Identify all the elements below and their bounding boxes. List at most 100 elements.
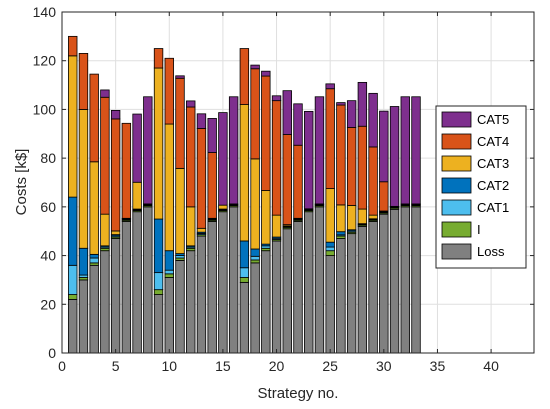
bar-segment-cat5	[336, 102, 346, 106]
legend-label: CAT5	[477, 112, 509, 127]
bar-segment-cat5	[186, 100, 196, 108]
bar-segment-cat3	[132, 181, 142, 210]
bar-segment-i	[68, 294, 78, 300]
bar-segment-cat3	[78, 109, 89, 249]
bar-segment-cat5	[293, 103, 303, 146]
bar-segment-cat5	[389, 106, 400, 207]
bar-segment-cat3	[325, 188, 335, 243]
bar-segment-cat5	[207, 118, 217, 153]
legend-swatch	[441, 177, 472, 194]
bar-segment-loss	[314, 206, 325, 354]
bar-segment-cat5	[304, 110, 314, 210]
bar-segment-cat2	[89, 253, 99, 259]
y-tick-label: 120	[33, 53, 57, 69]
bar-segment-cat3	[336, 204, 346, 233]
legend: CAT5 CAT4 CAT3 CAT2 CAT1 I Loss	[435, 105, 527, 269]
bar-segment-cat1	[250, 255, 260, 261]
bar-segment-cat4	[325, 88, 335, 189]
bar-segment-loss	[100, 250, 110, 354]
bar-segment-cat5	[357, 81, 368, 127]
legend-label: CAT3	[477, 156, 509, 171]
bar-segment-loss	[325, 255, 335, 354]
bar-segment-loss	[389, 208, 400, 354]
bar-segment-loss	[89, 264, 99, 354]
bar-segment-cat4	[196, 128, 207, 229]
bar-segment-loss	[186, 250, 196, 354]
bar-segment-i	[325, 250, 335, 256]
bar-segment-cat3	[271, 214, 282, 238]
bar-segment-loss	[218, 211, 228, 354]
bar-segment-cat2	[68, 196, 78, 266]
bar-segment-cat3	[164, 123, 174, 252]
bar-segment-cat1	[153, 272, 164, 291]
bar-segment-i	[239, 277, 250, 283]
bar-segment-cat3	[196, 227, 207, 233]
bar-segment-cat2	[250, 248, 260, 257]
bar-segment-cat4	[78, 53, 89, 110]
bar-segment-cat3	[239, 104, 250, 242]
bar-segment-cat5	[250, 64, 260, 70]
bar-segment-loss	[411, 206, 421, 354]
bar-segment-cat4	[346, 127, 357, 206]
bar-segment-cat1	[68, 264, 78, 295]
bar-segment-cat4	[89, 73, 99, 163]
legend-swatch	[441, 133, 472, 150]
bar-segment-cat4	[368, 146, 378, 216]
bar-segment-cat1	[164, 269, 174, 275]
bar-segment-cat5	[282, 90, 292, 135]
bar-segment-cat4	[336, 104, 346, 206]
y-tick-label: 20	[40, 296, 56, 312]
bar-segment-cat5	[100, 89, 110, 98]
bar-segment-cat5	[379, 110, 389, 183]
bar-segment-cat5	[175, 75, 185, 79]
bar-segment-loss	[304, 211, 314, 354]
x-tick-label: 10	[161, 358, 177, 374]
x-tick-label: 40	[483, 358, 499, 374]
bar-segment-cat5	[218, 112, 228, 206]
legend-swatch	[441, 111, 472, 128]
bar-segment-cat5	[143, 96, 153, 205]
y-tick-label: 60	[40, 199, 56, 215]
x-tick-label: 30	[376, 358, 392, 374]
bar-segment-cat4	[261, 75, 271, 191]
bar-segment-cat3	[110, 230, 121, 236]
bar-segment-cat4	[68, 35, 78, 57]
x-tick-label: 15	[215, 358, 231, 374]
bar-segment-loss	[293, 221, 303, 354]
bar-segment-cat5	[132, 113, 142, 183]
bar-segment-loss	[175, 260, 185, 354]
bars	[68, 35, 421, 354]
bar-segment-cat3	[153, 67, 164, 220]
bar-segment-cat4	[379, 181, 389, 212]
bar-segment-cat4	[271, 100, 282, 216]
bar-segment-loss	[143, 206, 153, 354]
bar-segment-cat1	[89, 257, 99, 264]
bar-segment-loss	[164, 277, 174, 354]
x-axis-label: Strategy no.	[258, 385, 339, 402]
bar-segment-cat5	[196, 113, 207, 129]
bar-segment-cat5	[228, 96, 239, 205]
bar-segment-i	[250, 259, 260, 264]
bar-segment-loss	[68, 299, 78, 354]
bar-segment-cat3	[68, 55, 78, 198]
bar-segment-cat5	[325, 83, 335, 90]
y-axis-label: Costs [k$]	[13, 149, 30, 216]
bar-segment-cat4	[164, 57, 174, 125]
bar-segment-cat3	[346, 204, 357, 231]
bar-segment-cat5	[271, 95, 282, 102]
bar-segment-cat4	[153, 48, 164, 69]
bar-segment-cat4	[100, 96, 110, 215]
bar-segment-cat5	[110, 110, 121, 120]
bar-segment-loss	[261, 250, 271, 354]
bar-segment-cat3	[368, 214, 378, 220]
legend-swatch	[441, 199, 472, 216]
bar-segment-loss	[346, 233, 357, 354]
legend-swatch	[441, 221, 472, 238]
bar-segment-loss	[78, 279, 89, 354]
bar-segment-cat5	[400, 96, 410, 205]
x-tick-label: 25	[322, 358, 338, 374]
bar-segment-cat5	[261, 70, 271, 77]
bar-segment-cat4	[293, 144, 303, 219]
bar-segment-cat1	[325, 246, 335, 252]
bar-segment-loss	[336, 238, 346, 354]
